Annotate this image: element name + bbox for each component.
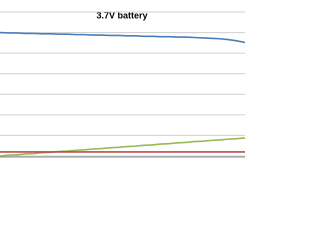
chart-title: 3.7V battery	[96, 10, 147, 20]
series-line	[0, 137, 245, 157]
series-line	[0, 31, 245, 44]
chart: 3.7V battery	[0, 10, 245, 158]
page: 3.7V battery (() => { const data = JSON.…	[0, 10, 245, 158]
